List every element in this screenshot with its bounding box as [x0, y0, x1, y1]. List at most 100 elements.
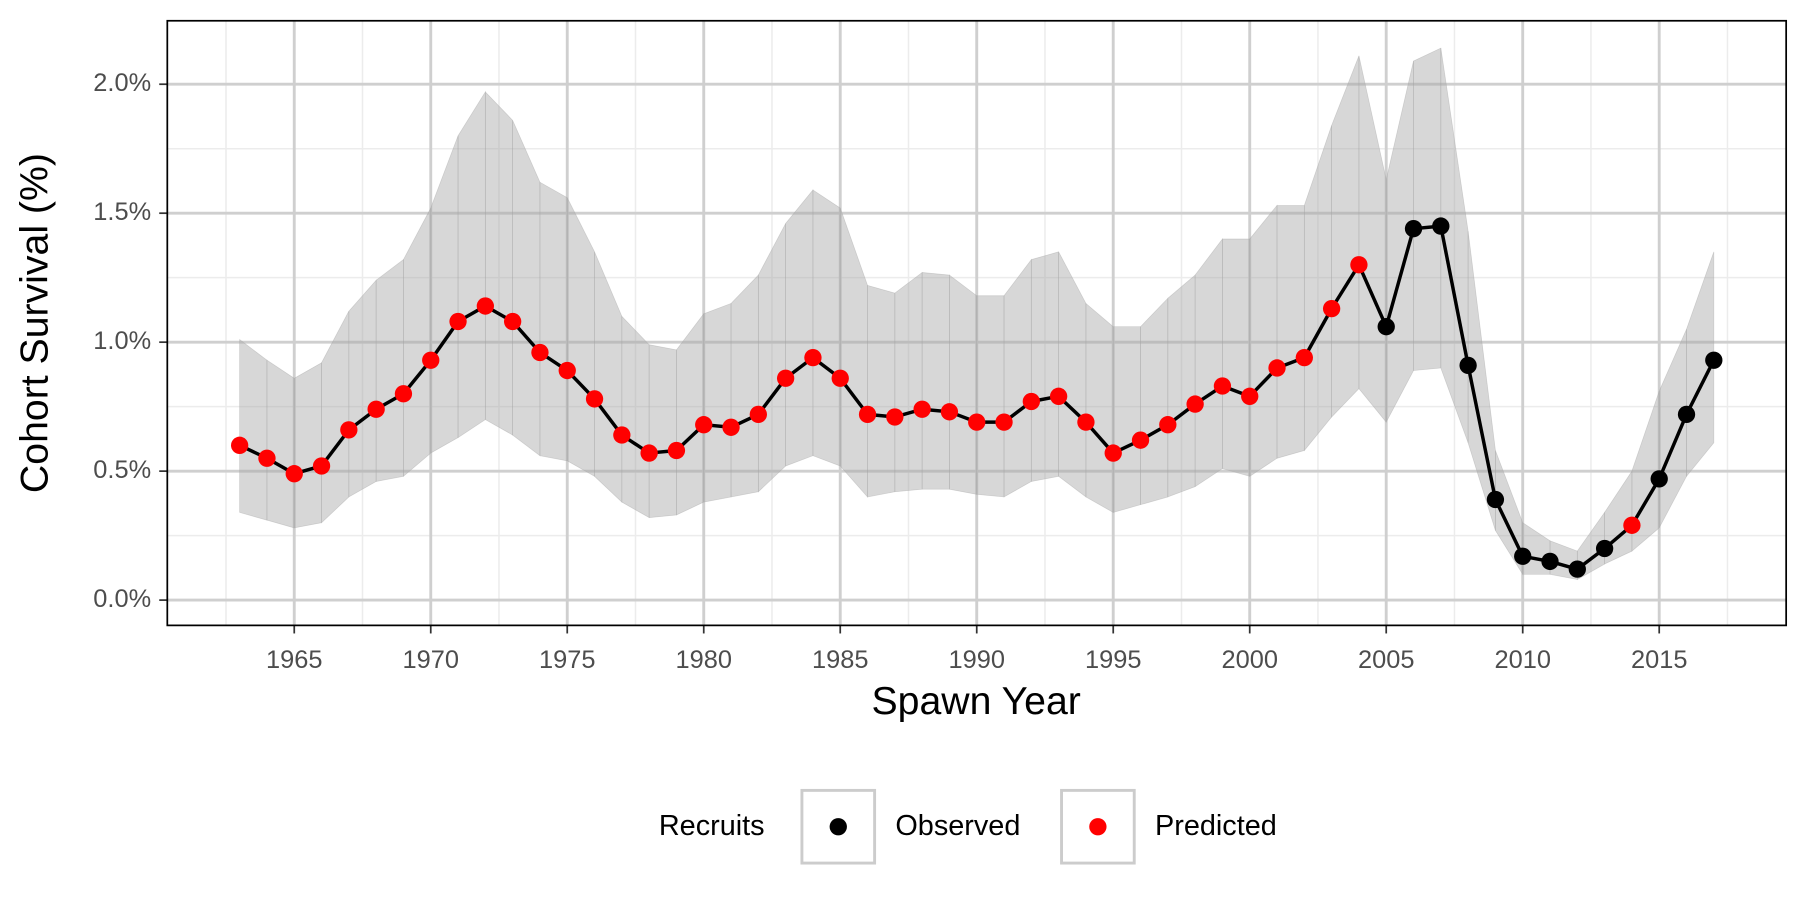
confidence-band	[1167, 274, 1196, 498]
confidence-band	[239, 338, 268, 521]
confidence-band	[1194, 237, 1223, 488]
confidence-band	[867, 284, 896, 498]
confidence-band	[484, 91, 513, 436]
confidence-band	[949, 274, 978, 495]
point	[1705, 351, 1723, 369]
point	[230, 436, 249, 454]
confidence-band	[1249, 204, 1278, 477]
confidence-band	[812, 189, 841, 467]
point	[1159, 416, 1177, 434]
point	[640, 444, 658, 462]
x-tick-label: 1970	[403, 646, 459, 674]
line-segment	[1439, 225, 1470, 366]
point	[394, 385, 413, 403]
point	[1268, 359, 1286, 377]
x-tick-label: 1975	[539, 646, 595, 674]
point	[503, 312, 522, 331]
y-tick-label: 1.0%	[93, 327, 151, 355]
confidence-band	[430, 135, 459, 454]
point	[1131, 431, 1150, 449]
confidence-band	[621, 315, 650, 519]
point	[531, 343, 549, 362]
line-segment	[1684, 359, 1716, 416]
legend-marker	[829, 818, 847, 836]
point	[558, 361, 576, 380]
y-axis-title: Cohort Survival (%)	[12, 153, 56, 493]
point	[1595, 539, 1614, 558]
point	[1432, 217, 1450, 235]
x-tick-label: 2000	[1221, 646, 1277, 674]
point	[312, 457, 331, 475]
point	[258, 449, 276, 467]
confidence-band	[976, 295, 1005, 498]
legend-label: Predicted	[1155, 810, 1277, 842]
point	[1568, 560, 1586, 578]
panel-border	[166, 19, 1788, 627]
x-tick-label: 1965	[266, 646, 322, 674]
y-tick-label: 1.5%	[93, 198, 151, 226]
point	[749, 405, 767, 424]
point	[722, 418, 740, 436]
confidence-band	[785, 189, 814, 467]
line-segment	[1357, 264, 1388, 328]
confidence-band	[348, 279, 377, 498]
x-axis-title: Spawn Year	[871, 679, 1080, 723]
confidence-band	[1003, 258, 1032, 498]
point	[1677, 405, 1696, 424]
confidence-band	[1440, 48, 1469, 443]
point	[913, 400, 931, 418]
confidence-band	[266, 359, 295, 529]
point	[995, 413, 1013, 431]
confidence-band	[648, 344, 677, 518]
point	[422, 351, 440, 369]
legend-marker	[1089, 818, 1107, 836]
confidence-band	[676, 312, 705, 516]
x-tick-label: 2005	[1358, 646, 1414, 674]
point	[1459, 356, 1477, 375]
point	[1213, 377, 1232, 395]
y-tick-label: 2.0%	[93, 69, 151, 97]
line-segment	[1493, 498, 1525, 558]
point	[886, 408, 904, 426]
point	[1295, 348, 1313, 367]
x-tick-label: 1980	[676, 646, 732, 674]
point	[1186, 395, 1204, 413]
confidence-band	[1085, 302, 1114, 514]
point	[940, 403, 959, 421]
confidence-band	[1303, 125, 1332, 452]
legend-label: Observed	[895, 810, 1020, 842]
confidence-band	[1276, 205, 1305, 459]
point	[1022, 392, 1040, 411]
point	[340, 421, 358, 439]
point	[831, 369, 849, 387]
confidence-band	[1030, 251, 1059, 482]
x-tick-label: 2010	[1494, 646, 1550, 674]
point	[585, 390, 604, 408]
point	[476, 297, 494, 315]
point	[367, 400, 385, 418]
confidence-band	[1686, 251, 1715, 478]
point	[968, 413, 986, 431]
point	[804, 348, 822, 367]
point	[776, 369, 795, 387]
line-segment	[1630, 477, 1661, 527]
point	[695, 416, 713, 434]
x-tick-label: 2015	[1631, 646, 1687, 674]
x-tick-label: 1985	[812, 646, 868, 674]
confidence-band	[403, 207, 432, 478]
point	[1104, 444, 1122, 462]
confidence-band	[375, 258, 404, 482]
confidence-band	[457, 90, 486, 439]
point	[1486, 490, 1505, 509]
point	[1377, 318, 1395, 336]
confidence-band	[539, 181, 568, 462]
y-tick-label: 0.5%	[93, 456, 151, 484]
confidence-band	[293, 362, 322, 529]
point	[449, 312, 467, 331]
point	[667, 441, 686, 460]
point	[858, 405, 877, 424]
point	[1077, 413, 1095, 431]
confidence-band	[1222, 238, 1251, 477]
point	[1514, 547, 1532, 565]
